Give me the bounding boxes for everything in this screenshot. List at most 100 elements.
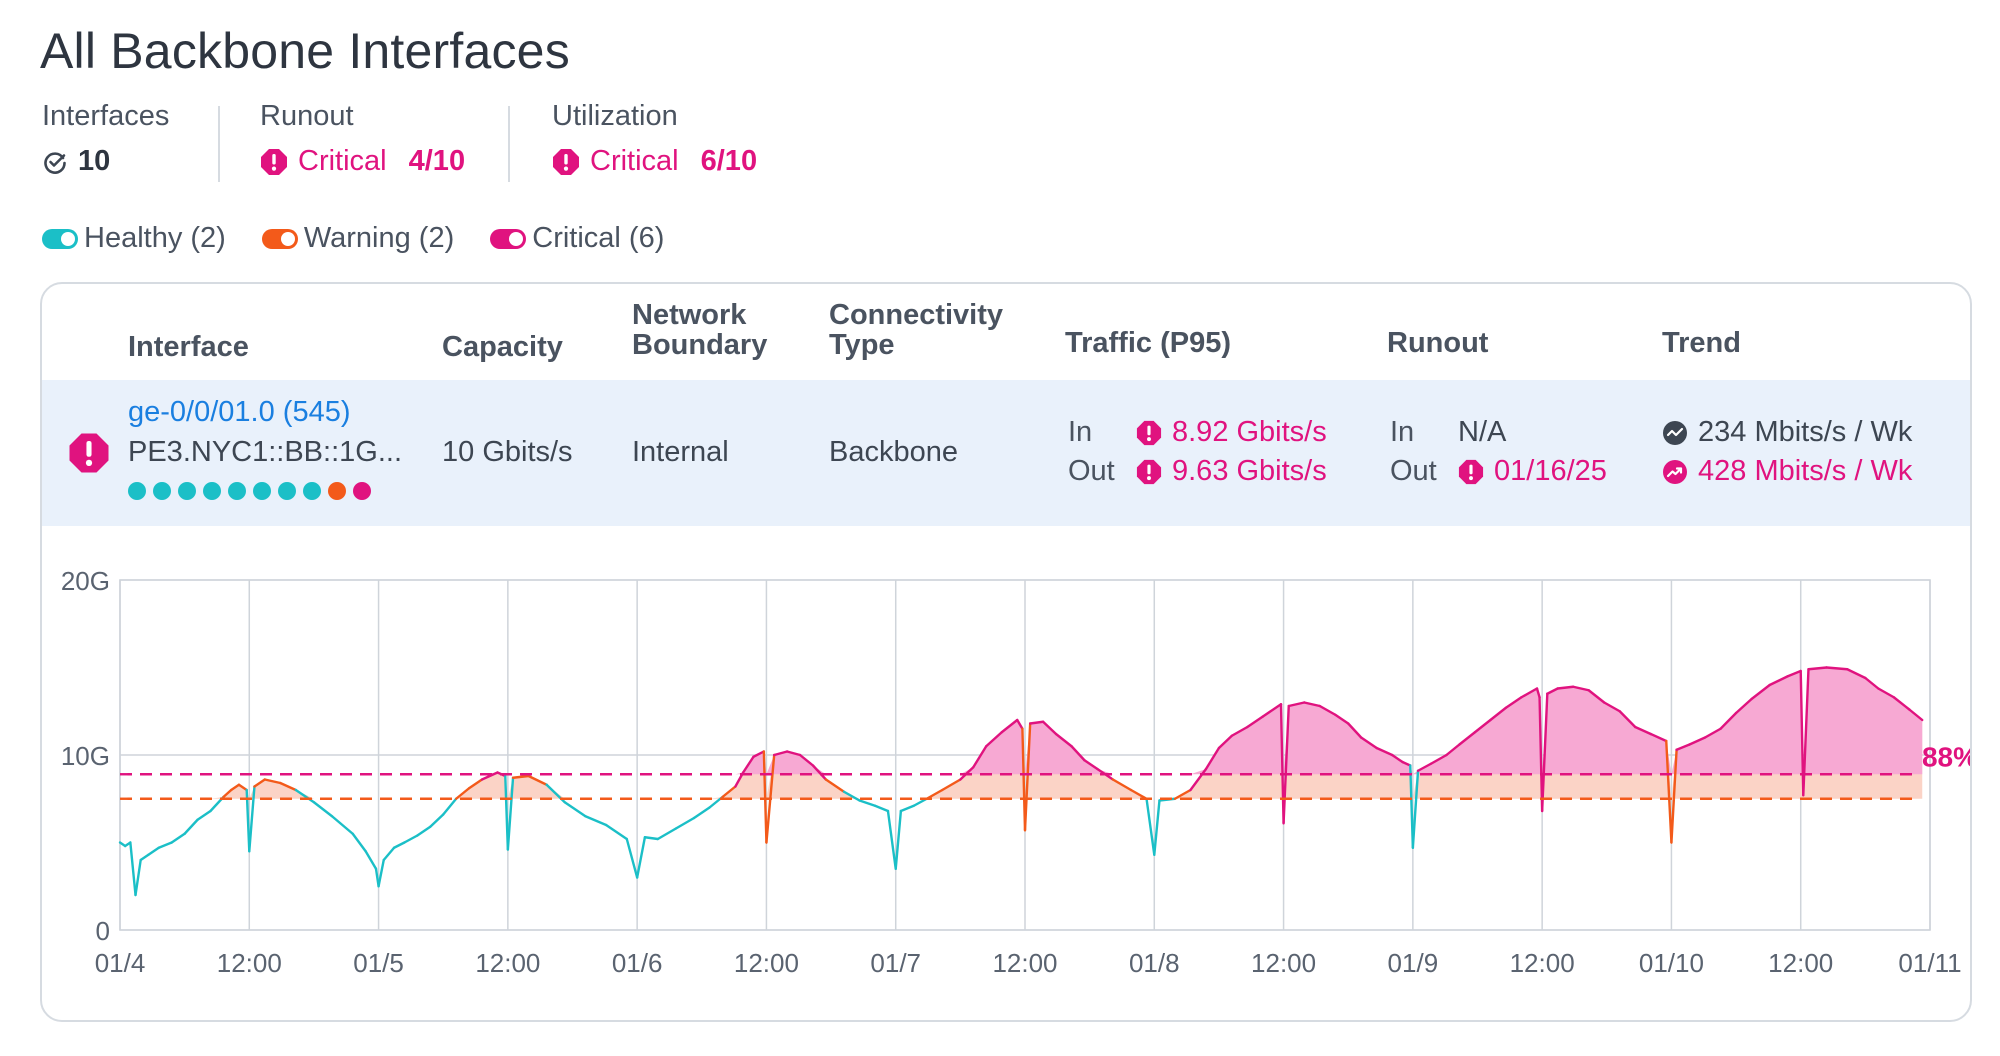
warning-toggle-icon[interactable] [261, 228, 298, 249]
x-tick-label: 01/10 [1639, 948, 1704, 978]
traffic-line-segment [1401, 760, 1412, 767]
health-dot [303, 482, 321, 500]
traffic-line-segment [1670, 748, 1678, 844]
health-dot [278, 482, 296, 500]
traffic-line-segment [1416, 762, 1433, 772]
traffic-in: In 8.92 Gbits/s [1068, 416, 1327, 449]
traffic-line-segment [1546, 687, 1559, 695]
col-connectivity-line2: Type [829, 329, 895, 361]
traffic-line-segment [1458, 731, 1477, 746]
traffic-line-segment [1318, 704, 1337, 716]
traffic-line-segment [985, 731, 1003, 748]
traffic-line-segment [364, 850, 378, 870]
traffic-line-segment [377, 858, 385, 888]
runout-count: 4/10 [408, 145, 466, 177]
critical-alert-icon [553, 148, 579, 175]
x-tick-label: 12:00 [217, 948, 282, 978]
col-network-boundary[interactable]: Network Boundary [632, 300, 767, 360]
interface-id-link[interactable]: ge-0/0/01.0 (545) [128, 396, 351, 428]
traffic-line-segment [643, 836, 660, 841]
traffic-line-segment [1649, 732, 1668, 743]
x-tick-label: 12:00 [1768, 948, 1833, 978]
traffic-line-segment [1892, 696, 1911, 711]
x-tick-label: 12:00 [475, 948, 540, 978]
traffic-line-segment [229, 783, 241, 792]
x-tick-label: 12:00 [1510, 948, 1575, 978]
threshold-label: 88% [1922, 741, 1970, 772]
traffic-line-segment [1556, 685, 1575, 690]
x-tick-label: 01/9 [1388, 948, 1439, 978]
filter-critical[interactable]: Critical (6) [490, 222, 664, 255]
traffic-line-segment [1000, 718, 1019, 734]
traffic-line-segment [222, 788, 233, 799]
traffic-line-segment [1083, 759, 1099, 771]
traffic-line-segment [506, 776, 515, 851]
health-dot [228, 482, 246, 500]
runout-out: Out 01/16/25 [1390, 455, 1607, 488]
traffic-in-label: In [1068, 416, 1093, 448]
col-trend[interactable]: Trend [1662, 327, 1741, 359]
traffic-line-segment [858, 799, 877, 807]
critical-alert-icon [1136, 459, 1162, 484]
runout-out-value: 01/16/25 [1494, 455, 1607, 487]
x-tick-label: 01/11 [1898, 948, 1961, 978]
runout-out-label: Out [1390, 455, 1437, 487]
traffic-line-segment [1287, 701, 1306, 708]
traffic-line-segment [1719, 711, 1738, 730]
traffic-line-segment [785, 750, 802, 757]
traffic-line-segment [1825, 666, 1849, 671]
filter-healthy[interactable]: Healthy (2) [42, 222, 226, 255]
traffic-line-segment [1246, 715, 1265, 729]
col-capacity[interactable]: Capacity [442, 331, 563, 363]
traffic-line-segment [294, 788, 316, 804]
filter-warning[interactable]: Warning (2) [261, 222, 454, 255]
traffic-line-segment [403, 834, 419, 844]
traffic-line-segment [1571, 685, 1590, 692]
healthy-toggle-icon[interactable] [42, 228, 78, 249]
traffic-line-segment [1230, 725, 1249, 737]
trend-up-icon [1663, 459, 1687, 484]
traffic-line-segment [692, 806, 711, 820]
col-traffic[interactable]: Traffic (P95) [1065, 327, 1231, 359]
health-dot [153, 482, 171, 500]
traffic-line-segment [1016, 718, 1024, 730]
x-tick-label: 01/4 [95, 948, 146, 978]
traffic-line-segment [811, 764, 828, 781]
col-connectivity-type[interactable]: Connectivity Type [829, 300, 1003, 360]
traffic-line-segment [1538, 696, 1544, 813]
trend-out: 428 Mbits/s / Wk [1662, 455, 1912, 488]
x-tick-label: 12:00 [992, 948, 1057, 978]
health-history [128, 482, 371, 500]
traffic-line-segment [1173, 788, 1192, 800]
traffic-chart[interactable]: 20G 10G 001/4 12:00 01/5 12:00 01/6 12:00 01/7 12… [42, 550, 1970, 1010]
utilization-count: 6/10 [700, 145, 758, 177]
traffic-line-segment [1618, 710, 1637, 729]
runout-in-value: N/A [1458, 416, 1507, 448]
traffic-line-segment [1145, 797, 1156, 856]
col-interface[interactable]: Interface [128, 331, 249, 363]
traffic-line-segment [1303, 701, 1321, 708]
check-circle-icon [44, 151, 66, 174]
traffic-line-segment [1703, 727, 1722, 739]
health-dot [128, 482, 146, 500]
col-runout[interactable]: Runout [1387, 327, 1489, 359]
interfaces-table-card: Interface Capacity Network Boundary Conn… [40, 282, 1972, 1022]
utilization-summary: Utilization Critical 6/10 [552, 100, 757, 178]
traffic-line-segment [1520, 687, 1539, 699]
traffic-line-segment [1282, 704, 1290, 825]
traffic-line-segment [1375, 746, 1394, 757]
traffic-line-segment [1334, 713, 1350, 725]
x-tick-label: 01/8 [1129, 948, 1180, 978]
traffic-line-segment [351, 832, 367, 853]
health-dot [253, 482, 271, 500]
traffic-line-segment [1587, 689, 1606, 704]
x-tick-label: 12:00 [734, 948, 799, 978]
traffic-line-segment [1204, 746, 1221, 771]
x-tick-label: 01/6 [612, 948, 663, 978]
utilization-status: Critical [590, 145, 679, 177]
table-row[interactable]: ge-0/0/01.0 (545) PE3.NYC1::BB::1G... 10… [42, 380, 1970, 526]
critical-toggle-icon[interactable] [490, 228, 527, 249]
traffic-in-value: 8.92 Gbits/s [1172, 416, 1327, 448]
traffic-line-segment [1864, 676, 1880, 690]
health-dot [353, 482, 371, 500]
